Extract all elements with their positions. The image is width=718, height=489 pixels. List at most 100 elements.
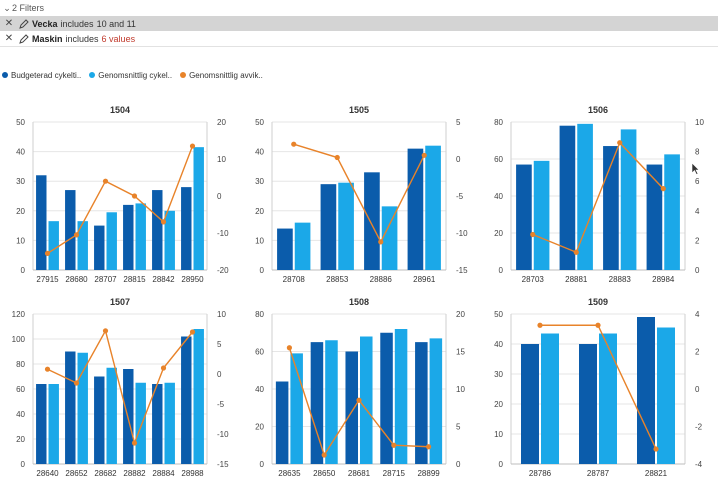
bar-genomsnittlig-cykel: [541, 333, 559, 464]
bar-genomsnittlig-cykel: [620, 129, 637, 270]
point-genomsnittlig-avvik: [573, 249, 579, 255]
bar-budgeterad: [65, 351, 76, 464]
y-tick-label: 0: [499, 266, 504, 275]
x-tick-label: 28681: [348, 469, 371, 478]
x-tick-label: 28680: [65, 275, 88, 284]
point-genomsnittlig-avvik: [131, 193, 138, 199]
x-tick-label: 28882: [123, 469, 146, 478]
x-tick-label: 28821: [645, 469, 668, 478]
chart-legend: Budgeterad cykelti.. Genomsnittlig cykel…: [2, 69, 271, 81]
y-tick-label: 10: [494, 430, 503, 439]
filter-value: 6 values: [101, 33, 136, 44]
remove-filter-icon[interactable]: ✕: [4, 18, 14, 29]
x-tick-label: 28707: [94, 275, 117, 284]
legend-label: Genomsnittlig cykel..: [98, 70, 173, 80]
bar-budgeterad: [407, 148, 424, 270]
legend-item-budgeterad[interactable]: Budgeterad cykelti..: [2, 69, 81, 81]
y2-tick-label: 8: [695, 148, 700, 157]
y2-tick-label: 4: [695, 310, 700, 319]
y-tick-label: 120: [12, 310, 26, 319]
filter-row-vecka[interactable]: ✕ Vecka includes 10 and 11: [0, 16, 718, 31]
y-tick-label: 80: [255, 310, 264, 319]
bar-budgeterad: [277, 228, 293, 270]
bar-genomsnittlig-cykel: [193, 147, 204, 270]
point-genomsnittlig-avvik: [537, 322, 543, 328]
x-tick-label: 28984: [652, 275, 675, 284]
edit-pencil-icon[interactable]: [16, 33, 32, 44]
edit-pencil-icon[interactable]: [16, 18, 32, 29]
x-tick-label: 28884: [152, 469, 175, 478]
point-genomsnittlig-avvik: [44, 250, 51, 256]
line-genomsnittlig-avvik: [47, 328, 194, 446]
y2-tick-label: 0: [456, 460, 461, 469]
legend-dot: [89, 72, 96, 78]
chevron-down-icon[interactable]: ⌄: [3, 2, 11, 13]
x-tick-label: 28815: [123, 275, 146, 284]
point-genomsnittlig-avvik: [189, 329, 196, 335]
y-tick-label: 0: [260, 460, 265, 469]
x-tick-label: 28988: [181, 469, 204, 478]
bar-genomsnittlig-cykel: [599, 333, 617, 464]
chart-1508: 1508 0 20 40 60 80 0 5 10 15 20 28635 28650 28681 2871…: [255, 297, 465, 478]
remove-filter-icon[interactable]: ✕: [4, 33, 14, 44]
line-genomsnittlig-avvik: [47, 145, 194, 254]
y-tick-label: 20: [16, 435, 25, 444]
y-tick-label: 20: [16, 207, 25, 216]
filter-divider: [0, 46, 718, 47]
line-genomsnittlig-avvik: [532, 141, 664, 254]
y-tick-label: 40: [16, 148, 25, 157]
bar-budgeterad: [637, 317, 655, 464]
x-tick-label: 28682: [94, 469, 117, 478]
chart-title: 1507: [110, 297, 130, 307]
x-tick-label: 28842: [152, 275, 175, 284]
point-genomsnittlig-avvik: [617, 140, 623, 146]
bar-budgeterad: [152, 190, 163, 270]
legend-item-genomsnittlig-cykel[interactable]: Genomsnittlig cykel..: [89, 69, 172, 81]
bar-budgeterad: [310, 342, 324, 464]
filters-header[interactable]: ⌄ 2 Filters: [0, 0, 718, 16]
bar-genomsnittlig-cykel: [77, 352, 88, 464]
x-tick-label: 28640: [36, 469, 59, 478]
y2-tick-label: 20: [217, 118, 226, 127]
x-tick-label: 28715: [383, 469, 406, 478]
bar-budgeterad: [123, 204, 134, 270]
y-tick-label: 20: [255, 207, 264, 216]
filter-row-maskin[interactable]: ✕ Maskin includes 6 values: [0, 31, 718, 46]
bar-genomsnittlig-cykel: [664, 154, 680, 270]
y2-tick-label: 5: [456, 423, 461, 432]
bar-budgeterad: [181, 187, 192, 270]
y-tick-label: 10: [255, 236, 264, 245]
y2-tick-label: 0: [217, 192, 222, 201]
y-tick-label: 60: [16, 385, 25, 394]
legend-label: Budgeterad cykelti..: [11, 70, 82, 80]
bar-genomsnittlig-cykel: [48, 384, 59, 464]
y-tick-label: 100: [12, 335, 26, 344]
legend-item-genomsnittlig-avvik[interactable]: Genomsnittlig avvik..: [180, 69, 263, 81]
point-genomsnittlig-avvik: [653, 446, 659, 452]
chart-title: 1505: [349, 105, 369, 115]
y2-tick-label: -5: [217, 400, 225, 409]
x-tick-label: 28853: [326, 275, 349, 284]
point-genomsnittlig-avvik: [530, 231, 536, 238]
point-genomsnittlig-avvik: [102, 178, 109, 184]
y2-tick-label: 15: [456, 348, 465, 357]
y-tick-label: 60: [255, 348, 264, 357]
bar-budgeterad: [521, 344, 539, 464]
point-genomsnittlig-avvik: [189, 143, 196, 149]
y-tick-label: 20: [255, 423, 264, 432]
bar-genomsnittlig-cykel: [657, 327, 675, 464]
point-genomsnittlig-avvik: [160, 365, 167, 371]
x-tick-label: 28961: [413, 275, 436, 284]
bar-budgeterad: [646, 164, 663, 270]
bar-budgeterad: [320, 184, 337, 270]
filter-value: 10 and 11: [96, 18, 136, 29]
chart-1509: 1509 0 10 20 30 40 50 -4 -2 0 2 4 28786 28787 28821: [494, 297, 703, 478]
point-genomsnittlig-avvik: [73, 380, 80, 386]
bar-genomsnittlig-cykel: [106, 212, 117, 270]
bar-genomsnittlig-cykel: [48, 221, 59, 270]
y2-tick-label: 6: [695, 177, 700, 186]
line-genomsnittlig-avvik: [293, 143, 425, 244]
x-tick-label: 28881: [565, 275, 588, 284]
bar-genomsnittlig-cykel: [164, 382, 175, 464]
chart-1506: 1506 0 20 40 60 80 0 2 4 6 8 10 28703 28881 28883 28984: [494, 105, 704, 284]
